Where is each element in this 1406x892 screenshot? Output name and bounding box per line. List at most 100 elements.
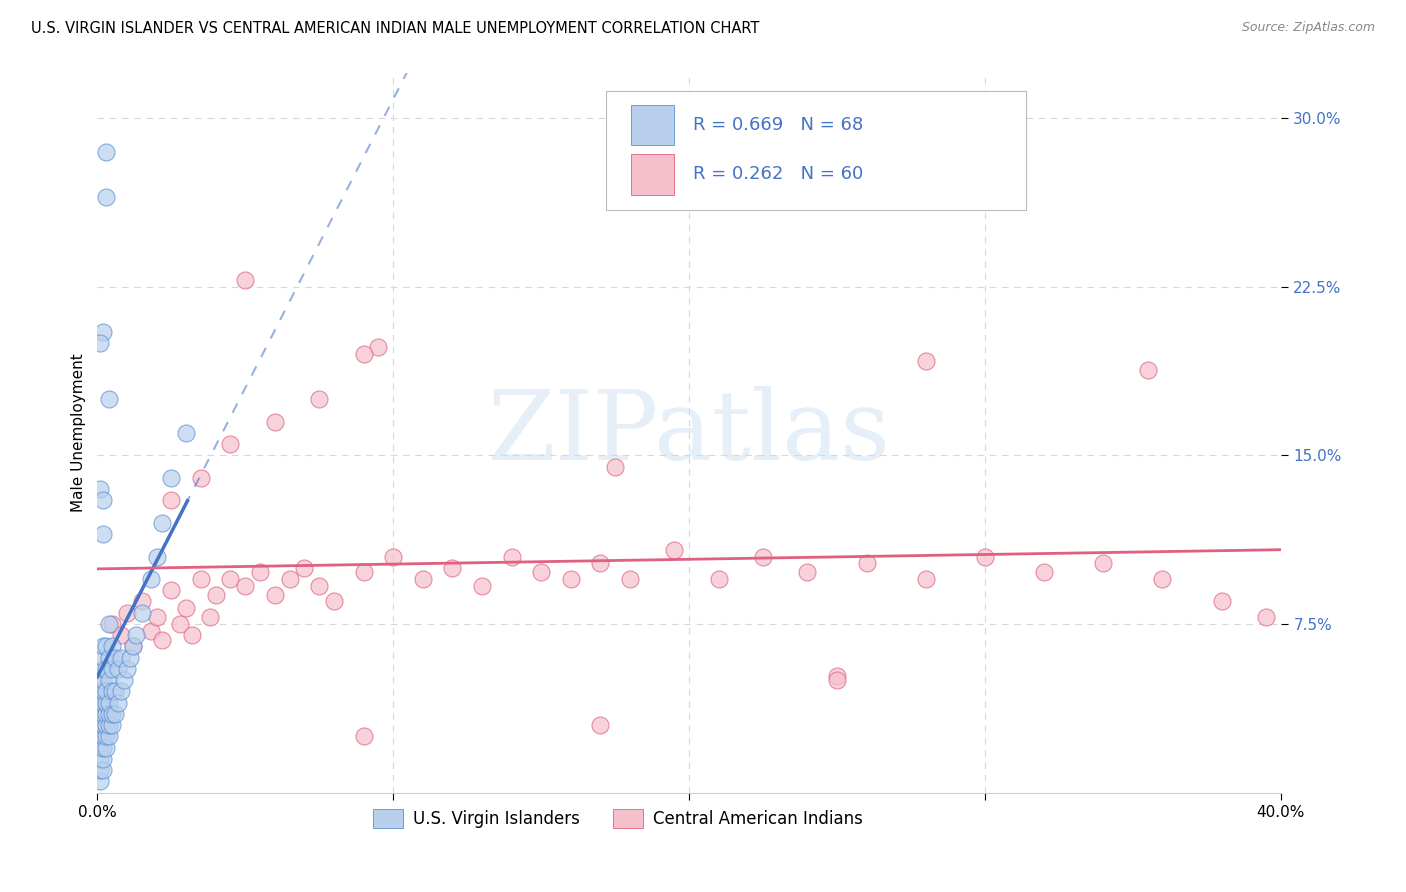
Point (441, 560, 464, 574)
Point (89, 718, 111, 732)
Point (101, 684, 124, 698)
Point (91, 325, 114, 339)
FancyBboxPatch shape (606, 91, 1026, 210)
Point (96, 145, 118, 159)
Point (139, 572, 162, 586)
Point (96, 718, 118, 732)
Text: R = 0.262   N = 60: R = 0.262 N = 60 (693, 165, 863, 184)
Point (145, 549, 167, 564)
Point (530, 566, 553, 580)
Point (110, 684, 132, 698)
Point (707, 572, 730, 586)
Point (308, 579, 330, 593)
Point (98, 730, 121, 744)
Point (152, 632, 174, 647)
Point (89, 482, 111, 496)
Point (89, 752, 111, 766)
Point (91, 640, 114, 654)
Point (1152, 572, 1174, 586)
Point (1254, 610, 1277, 624)
Point (160, 583, 183, 598)
Point (89, 696, 111, 710)
Point (96, 189, 118, 203)
Point (101, 617, 124, 632)
Point (353, 566, 375, 580)
Point (174, 425, 197, 440)
Point (219, 572, 242, 586)
Point (294, 560, 316, 574)
FancyBboxPatch shape (631, 154, 673, 194)
Point (131, 594, 153, 608)
Point (104, 684, 127, 698)
Point (160, 471, 183, 485)
Point (219, 437, 242, 451)
Point (1092, 556, 1115, 570)
Point (1136, 363, 1159, 377)
Point (796, 566, 818, 580)
Text: ZIPatlas: ZIPatlas (488, 386, 890, 480)
Point (589, 718, 612, 732)
Point (91, 493, 114, 508)
Point (115, 606, 138, 620)
Point (181, 628, 204, 642)
Point (96, 706, 118, 721)
Point (471, 579, 494, 593)
Point (101, 662, 124, 676)
Point (174, 601, 197, 615)
Text: R = 0.669   N = 68: R = 0.669 N = 68 (693, 116, 863, 134)
Point (664, 542, 686, 557)
Point (412, 572, 434, 586)
Point (96, 740, 118, 755)
Point (263, 415, 285, 429)
Point (89, 730, 111, 744)
Point (96, 640, 118, 654)
Point (589, 556, 612, 570)
FancyBboxPatch shape (631, 104, 673, 145)
Point (974, 549, 997, 564)
Point (752, 549, 775, 564)
Point (1211, 594, 1233, 608)
Point (89, 684, 111, 698)
Point (139, 624, 162, 638)
Point (382, 549, 405, 564)
Point (91, 752, 114, 766)
Point (96, 696, 118, 710)
Point (91, 740, 114, 755)
Point (160, 493, 183, 508)
Point (121, 640, 143, 654)
Point (91, 527, 114, 541)
Point (353, 347, 375, 361)
Point (855, 556, 877, 570)
Point (91, 696, 114, 710)
Point (323, 594, 346, 608)
Point (169, 617, 191, 632)
Point (89, 673, 111, 688)
Point (91, 662, 114, 676)
Point (104, 706, 127, 721)
Text: Source: ZipAtlas.com: Source: ZipAtlas.com (1241, 21, 1375, 35)
Point (121, 640, 143, 654)
Y-axis label: Male Unemployment: Male Unemployment (72, 353, 86, 512)
Point (110, 628, 132, 642)
Point (98, 706, 121, 721)
Point (98, 617, 121, 632)
Point (204, 588, 226, 602)
Point (190, 471, 212, 485)
Point (91, 730, 114, 744)
Point (914, 354, 936, 368)
Point (98, 718, 121, 732)
Point (118, 650, 141, 665)
Point (190, 572, 212, 586)
Text: U.S. VIRGIN ISLANDER VS CENTRAL AMERICAN INDIAN MALE UNEMPLOYMENT CORRELATION CH: U.S. VIRGIN ISLANDER VS CENTRAL AMERICAN… (31, 21, 759, 37)
Point (101, 718, 124, 732)
Point (198, 610, 221, 624)
Point (308, 392, 330, 406)
Point (89, 335, 111, 350)
Point (89, 763, 111, 777)
Point (91, 650, 114, 665)
Point (233, 273, 256, 287)
Point (107, 662, 129, 676)
Point (914, 572, 936, 586)
Point (603, 459, 626, 474)
Point (96, 730, 118, 744)
